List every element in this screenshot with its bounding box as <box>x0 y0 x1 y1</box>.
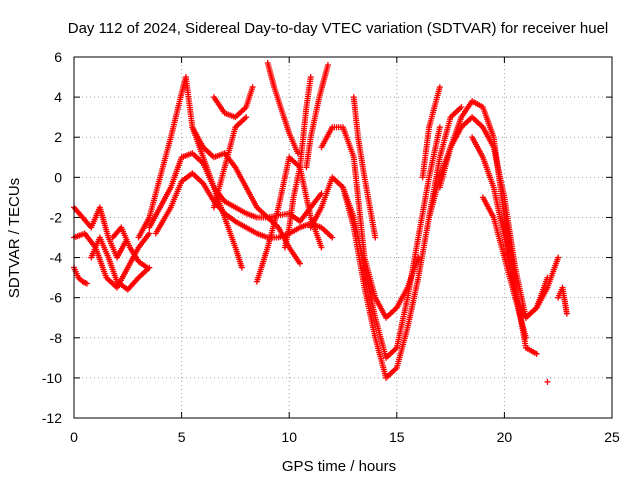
y-tick-label: -12 <box>42 410 62 426</box>
satellite-track-18 <box>340 124 443 361</box>
data-point <box>146 230 153 237</box>
x-tick-label: 0 <box>70 429 78 445</box>
x-tick-label: 10 <box>281 429 297 445</box>
x-tick-label: 5 <box>178 429 186 445</box>
satellite-track-1 <box>71 230 153 291</box>
satellite-track-21 <box>419 84 443 181</box>
data-point <box>533 350 540 357</box>
data-point <box>436 84 443 91</box>
x-tick-label: 25 <box>604 429 620 445</box>
satellite-track-26 <box>544 378 551 385</box>
satellite-track-4 <box>88 234 153 293</box>
x-axis-label: GPS time / hours <box>282 458 396 475</box>
data-point <box>318 244 325 251</box>
data-point <box>544 378 551 385</box>
data-point <box>83 280 90 287</box>
data-point <box>458 104 465 111</box>
satellite-track-19 <box>350 94 379 241</box>
data-points <box>71 60 570 385</box>
y-tick-label: -6 <box>50 290 63 306</box>
data-point <box>243 114 250 121</box>
plot-frame <box>73 56 613 419</box>
satellite-track-7 <box>146 150 325 231</box>
data-point <box>318 190 325 197</box>
y-tick-label: 6 <box>54 49 62 65</box>
y-axis-label: SDTVAR / TECUs <box>6 178 23 298</box>
data-point <box>522 334 529 341</box>
data-point <box>563 310 570 317</box>
data-point <box>372 234 379 241</box>
data-point <box>307 74 314 81</box>
data-point <box>555 254 562 261</box>
data-point <box>294 150 301 157</box>
x-tick-label: 20 <box>497 429 513 445</box>
y-tick-label: 2 <box>54 129 62 145</box>
satellite-track-5 <box>109 224 151 271</box>
data-point <box>324 62 331 69</box>
satellite-track-10 <box>210 84 256 121</box>
x-tick-label: 15 <box>389 429 405 445</box>
y-tick-label: 0 <box>54 169 62 185</box>
data-point <box>144 264 151 271</box>
satellite-track-14 <box>281 74 314 251</box>
data-point <box>238 264 245 271</box>
data-point <box>296 260 303 267</box>
satellite-track-3 <box>71 264 90 287</box>
satellite-track-12 <box>253 154 325 285</box>
satellite-track-15 <box>303 62 331 171</box>
y-tick-label: -2 <box>50 209 63 225</box>
y-tick-label: -8 <box>50 330 63 346</box>
chart-title: Day 112 of 2024, Sidereal Day-to-day VTE… <box>68 20 609 37</box>
satellite-track-25 <box>555 284 570 317</box>
satellite-track-13 <box>264 60 301 157</box>
data-point <box>249 84 256 91</box>
satellite-track-23 <box>469 134 529 341</box>
satellite-track-24 <box>479 194 562 321</box>
satellite-track-11 <box>210 114 250 211</box>
y-tick-label: -10 <box>42 370 62 386</box>
data-point <box>329 234 336 241</box>
data-point <box>436 124 443 131</box>
data-point <box>415 254 422 261</box>
satellite-track-22 <box>436 114 551 321</box>
y-tick-label: -4 <box>50 250 63 266</box>
y-tick-label: 4 <box>54 89 62 105</box>
